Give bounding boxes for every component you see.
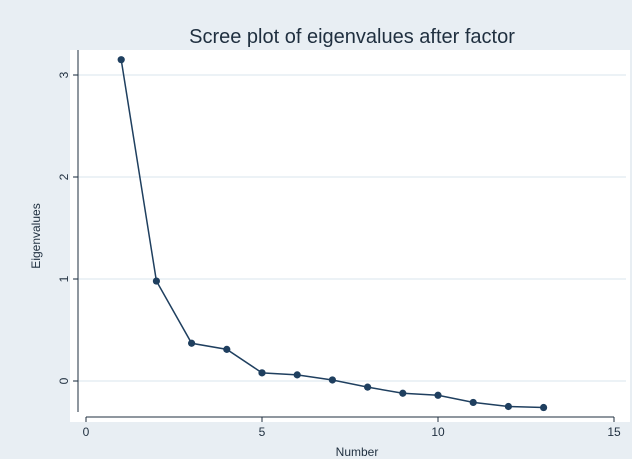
data-point-12	[504, 402, 512, 411]
data-point-1	[117, 56, 125, 64]
data-point-3	[188, 339, 196, 347]
y-tick-label-1: 1	[57, 275, 71, 282]
x-tick-label-10: 10	[431, 425, 445, 439]
x-axis-label: Number	[336, 445, 379, 459]
data-point-8	[364, 383, 372, 391]
data-point-10	[434, 391, 442, 399]
plot-area	[70, 50, 630, 422]
axes-layer: 0 1 2 3 0 5 10 15	[57, 50, 621, 439]
y-tick-label-0: 0	[57, 377, 71, 384]
data-point-4	[223, 345, 231, 353]
data-point-6	[293, 371, 301, 379]
data-point-5	[258, 369, 266, 377]
x-tick-label-0: 0	[83, 425, 90, 439]
data-point-7	[328, 376, 336, 384]
data-point-13	[540, 403, 548, 412]
y-tick-label-2: 2	[57, 173, 71, 180]
chart-title: Scree plot of eigenvalues after factor	[189, 26, 515, 48]
x-tick-label-15: 15	[607, 425, 621, 439]
y-tick-label-3: 3	[57, 71, 71, 78]
grid-layer	[74, 74, 626, 382]
y-axis-label: Eigenvalues	[29, 203, 43, 268]
data-point-9	[399, 389, 407, 397]
data-point-11	[469, 398, 477, 407]
x-tick-label-5: 5	[259, 425, 266, 439]
series-layer	[117, 56, 548, 412]
data-point-2	[152, 277, 160, 285]
